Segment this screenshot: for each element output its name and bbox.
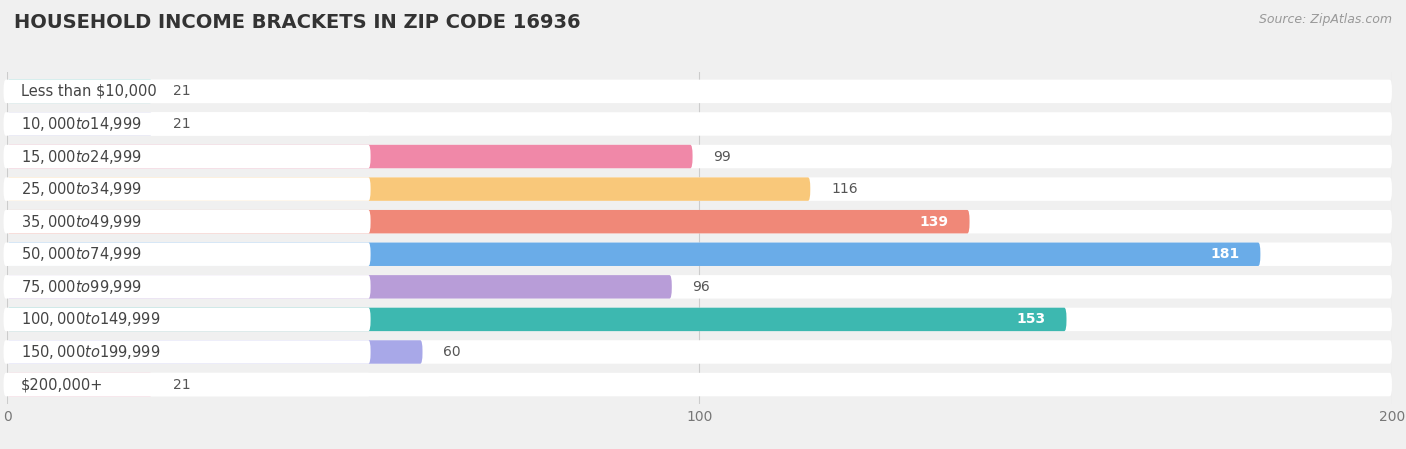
FancyBboxPatch shape bbox=[7, 340, 1392, 364]
FancyBboxPatch shape bbox=[7, 145, 1392, 168]
FancyBboxPatch shape bbox=[7, 210, 970, 233]
FancyBboxPatch shape bbox=[7, 145, 693, 168]
Text: $25,000 to $34,999: $25,000 to $34,999 bbox=[21, 180, 142, 198]
Text: 96: 96 bbox=[693, 280, 710, 294]
FancyBboxPatch shape bbox=[4, 340, 371, 364]
FancyBboxPatch shape bbox=[7, 112, 1392, 136]
Text: $100,000 to $149,999: $100,000 to $149,999 bbox=[21, 310, 160, 328]
Text: 60: 60 bbox=[443, 345, 461, 359]
FancyBboxPatch shape bbox=[7, 177, 1392, 201]
Text: $50,000 to $74,999: $50,000 to $74,999 bbox=[21, 245, 142, 263]
FancyBboxPatch shape bbox=[7, 79, 152, 103]
FancyBboxPatch shape bbox=[4, 275, 371, 299]
Text: 99: 99 bbox=[713, 150, 731, 163]
FancyBboxPatch shape bbox=[7, 112, 152, 136]
Text: HOUSEHOLD INCOME BRACKETS IN ZIP CODE 16936: HOUSEHOLD INCOME BRACKETS IN ZIP CODE 16… bbox=[14, 13, 581, 32]
FancyBboxPatch shape bbox=[7, 177, 810, 201]
FancyBboxPatch shape bbox=[7, 275, 672, 299]
FancyBboxPatch shape bbox=[7, 308, 1392, 331]
Text: Source: ZipAtlas.com: Source: ZipAtlas.com bbox=[1258, 13, 1392, 26]
FancyBboxPatch shape bbox=[4, 242, 371, 266]
Text: $150,000 to $199,999: $150,000 to $199,999 bbox=[21, 343, 160, 361]
FancyBboxPatch shape bbox=[4, 79, 371, 103]
Text: 21: 21 bbox=[173, 84, 191, 98]
Text: 181: 181 bbox=[1211, 247, 1240, 261]
FancyBboxPatch shape bbox=[7, 79, 1392, 103]
Text: $200,000+: $200,000+ bbox=[21, 377, 103, 392]
FancyBboxPatch shape bbox=[7, 275, 1392, 299]
FancyBboxPatch shape bbox=[4, 210, 371, 233]
Text: 21: 21 bbox=[173, 117, 191, 131]
Text: $10,000 to $14,999: $10,000 to $14,999 bbox=[21, 115, 142, 133]
Text: 116: 116 bbox=[831, 182, 858, 196]
FancyBboxPatch shape bbox=[4, 177, 371, 201]
FancyBboxPatch shape bbox=[7, 242, 1392, 266]
FancyBboxPatch shape bbox=[7, 340, 423, 364]
FancyBboxPatch shape bbox=[4, 112, 371, 136]
FancyBboxPatch shape bbox=[4, 145, 371, 168]
FancyBboxPatch shape bbox=[7, 242, 1260, 266]
Text: 21: 21 bbox=[173, 378, 191, 392]
Text: $75,000 to $99,999: $75,000 to $99,999 bbox=[21, 278, 142, 296]
FancyBboxPatch shape bbox=[4, 308, 371, 331]
Text: $35,000 to $49,999: $35,000 to $49,999 bbox=[21, 213, 142, 231]
Text: 153: 153 bbox=[1017, 313, 1046, 326]
FancyBboxPatch shape bbox=[7, 373, 152, 396]
FancyBboxPatch shape bbox=[4, 373, 371, 396]
FancyBboxPatch shape bbox=[7, 373, 1392, 396]
FancyBboxPatch shape bbox=[7, 308, 1067, 331]
FancyBboxPatch shape bbox=[7, 210, 1392, 233]
Text: Less than $10,000: Less than $10,000 bbox=[21, 84, 156, 99]
Text: $15,000 to $24,999: $15,000 to $24,999 bbox=[21, 148, 142, 166]
Text: 139: 139 bbox=[920, 215, 949, 229]
